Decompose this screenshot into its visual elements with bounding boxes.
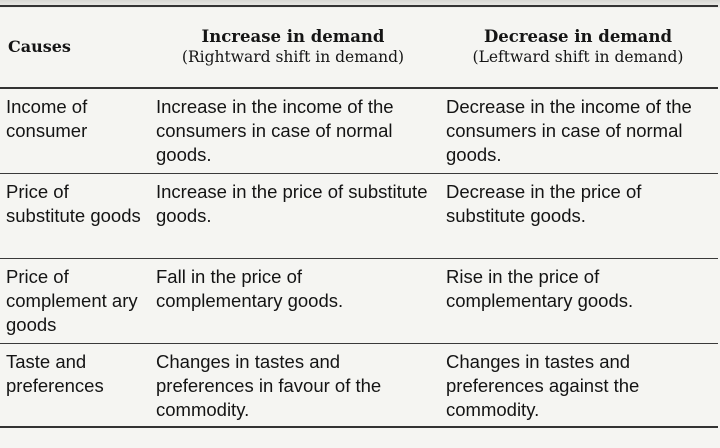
header-increase-subtitle: (Rightward shift in demand) [181, 48, 405, 66]
header-decrease-subtitle: (Leftward shift in demand) [472, 48, 684, 66]
increase-cell: Increase in the income of the consumers … [148, 88, 438, 174]
decrease-cell: Changes in tastes and preferences agains… [438, 343, 718, 428]
cause-cell: Price of complement ary goods [0, 258, 148, 344]
demand-shift-table: Causes Increase in demand (Rightward shi… [0, 5, 718, 428]
increase-cell: Changes in tastes and preferences in fav… [148, 343, 438, 428]
header-increase-title: Increase in demand [201, 27, 385, 46]
header-row: Causes Increase in demand (Rightward shi… [0, 5, 718, 89]
table-row: Price of complement ary goods Fall in th… [0, 258, 718, 344]
header-decrease: Decrease in demand (Leftward shift in de… [438, 5, 718, 89]
decrease-cell: Decrease in the income of the consumers … [438, 88, 718, 174]
header-decrease-title: Decrease in demand [484, 27, 672, 46]
decrease-cell: Decrease in the price of substitute good… [438, 173, 718, 259]
decrease-cell: Rise in the price of complementary goods… [438, 258, 718, 344]
cause-cell: Price of substitute goods [0, 173, 148, 259]
increase-cell: Increase in the price of substitute good… [148, 173, 438, 259]
header-increase: Increase in demand (Rightward shift in d… [148, 5, 438, 89]
header-causes: Causes [0, 5, 148, 89]
table-row: Price of substitute goods Increase in th… [0, 173, 718, 259]
table-row: Taste and preferences Changes in tastes … [0, 343, 718, 428]
scan-edge [0, 0, 720, 8]
table-row: Income of consumer Increase in the incom… [0, 88, 718, 174]
cause-cell: Taste and preferences [0, 343, 148, 428]
cause-cell: Income of consumer [0, 88, 148, 174]
increase-cell: Fall in the price of complementary goods… [148, 258, 438, 344]
